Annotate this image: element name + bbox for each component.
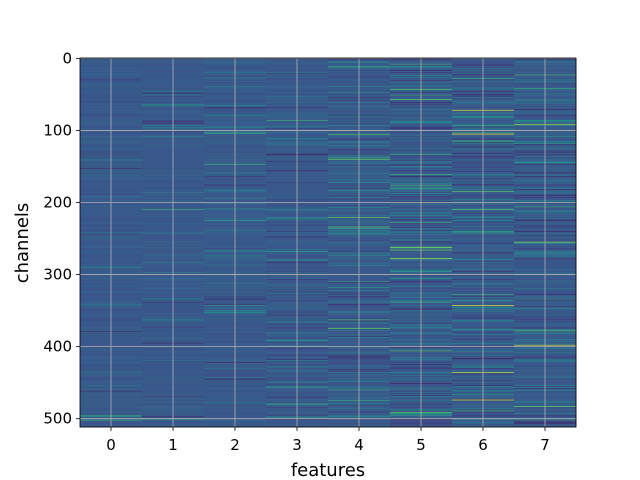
y-tick-label: 500 <box>43 410 72 428</box>
y-tick-label: 400 <box>43 338 72 356</box>
axes-frame <box>79 57 577 428</box>
plot-area <box>80 58 577 428</box>
grid-lines <box>80 57 576 427</box>
x-tick-label: 4 <box>354 436 364 454</box>
x-tick-label: 0 <box>106 436 116 454</box>
x-tick-label: 1 <box>168 436 178 454</box>
x-tick-label: 2 <box>230 436 240 454</box>
y-tick-label: 0 <box>62 49 72 67</box>
y-axis-label: channels <box>12 203 33 284</box>
x-tick-label: 5 <box>416 436 426 454</box>
x-tick-label: 7 <box>540 436 550 454</box>
y-tick-label: 300 <box>43 266 72 284</box>
x-axis-ticks: 0 1 2 3 4 5 6 7 <box>106 427 550 454</box>
y-tick-label: 200 <box>43 194 72 212</box>
x-tick-label: 3 <box>292 436 302 454</box>
x-tick-label: 6 <box>478 436 488 454</box>
y-tick-label: 100 <box>43 121 72 139</box>
y-axis-ticks: 0 100 200 300 400 500 <box>43 49 80 428</box>
x-axis-label: features <box>291 460 365 480</box>
